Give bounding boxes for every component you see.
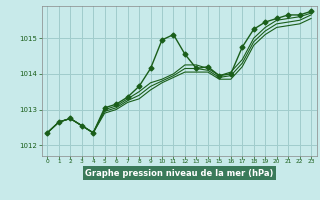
X-axis label: Graphe pression niveau de la mer (hPa): Graphe pression niveau de la mer (hPa) <box>85 169 273 178</box>
